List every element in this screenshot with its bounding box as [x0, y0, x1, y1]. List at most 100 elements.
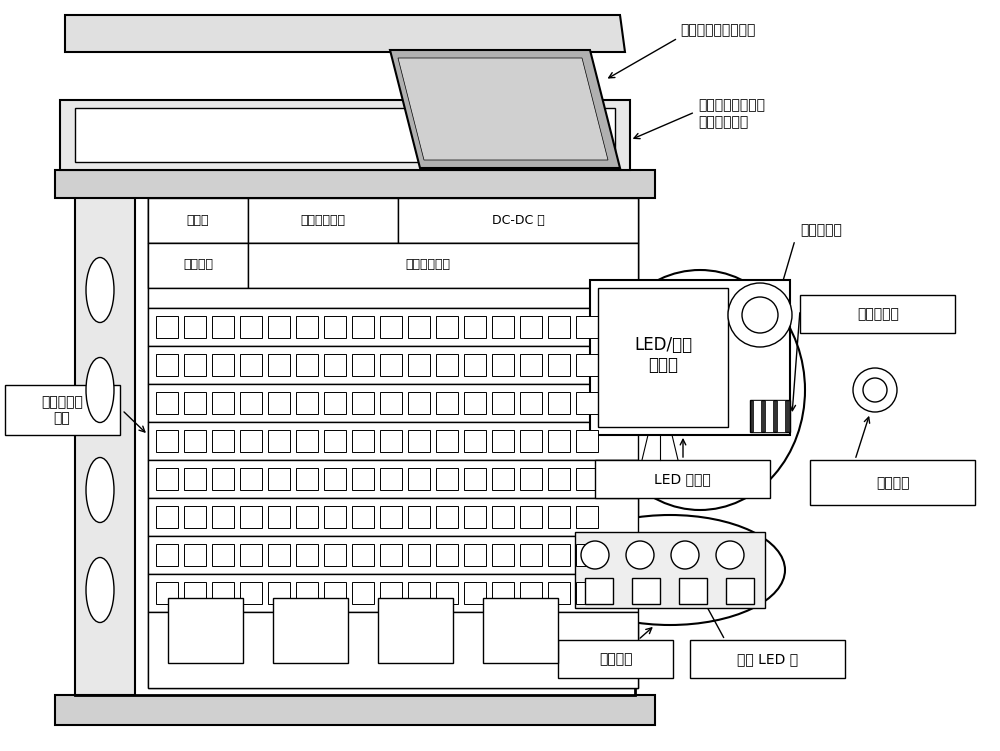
Text: 光纤端口: 光纤端口 [599, 652, 633, 666]
Bar [726, 578, 754, 604]
Bar [268, 392, 290, 414]
Bar [240, 392, 262, 414]
Bar [324, 544, 346, 566]
Bar [352, 582, 374, 604]
Bar [548, 544, 570, 566]
Bar [548, 430, 570, 452]
Bar [464, 430, 486, 452]
Bar [240, 506, 262, 528]
Bar [212, 582, 234, 604]
Bar [324, 582, 346, 604]
Bar [184, 506, 206, 528]
Bar [548, 354, 570, 376]
Polygon shape [60, 100, 630, 170]
Circle shape [742, 297, 778, 333]
Bar [148, 422, 638, 460]
Circle shape [853, 368, 897, 412]
Bar [268, 468, 290, 490]
Bar [148, 243, 638, 288]
Bar [184, 316, 206, 338]
Bar [268, 430, 290, 452]
Text: 缆交接箱顶盖: 缆交接箱顶盖 [698, 115, 748, 129]
Bar [492, 468, 514, 490]
Text: 太阳能控制器: 太阳能控制器 [300, 213, 346, 227]
Bar [240, 316, 262, 338]
Bar [380, 354, 402, 376]
Bar [750, 400, 790, 432]
Bar [268, 316, 290, 338]
Ellipse shape [86, 557, 114, 623]
Bar [212, 430, 234, 452]
Bar [324, 468, 346, 490]
Text: 蓄电池: 蓄电池 [187, 213, 209, 227]
Bar [492, 544, 514, 566]
Bar [576, 392, 598, 414]
Polygon shape [75, 108, 615, 162]
Bar [148, 198, 248, 243]
Text: 通信单元: 通信单元 [183, 258, 213, 272]
Bar [148, 574, 638, 612]
Bar [548, 392, 570, 414]
Bar [212, 392, 234, 414]
Bar [520, 544, 542, 566]
Bar [408, 582, 430, 604]
Bar [408, 506, 430, 528]
Bar [548, 468, 570, 490]
Bar [268, 544, 290, 566]
Bar [156, 354, 178, 376]
Bar [184, 544, 206, 566]
Bar [212, 506, 234, 528]
Bar [595, 460, 770, 498]
Bar [398, 198, 638, 243]
Bar [436, 582, 458, 604]
Text: 电子门锁: 电子门锁 [876, 476, 910, 490]
Bar [576, 316, 598, 338]
Bar [548, 582, 570, 604]
Ellipse shape [86, 457, 114, 523]
Bar [464, 316, 486, 338]
Bar [324, 506, 346, 528]
Text: 监控摄像头: 监控摄像头 [800, 223, 842, 237]
Bar [380, 582, 402, 604]
Bar [576, 506, 598, 528]
Bar [55, 170, 655, 198]
Bar [548, 316, 570, 338]
Bar [324, 392, 346, 414]
Bar [380, 430, 402, 452]
Bar [492, 392, 514, 414]
Bar [378, 598, 453, 663]
Bar [690, 640, 845, 678]
Bar [296, 316, 318, 338]
Ellipse shape [86, 357, 114, 423]
Bar [148, 612, 638, 688]
Bar [148, 498, 638, 536]
Bar [679, 578, 707, 604]
Bar [408, 316, 430, 338]
Bar [590, 280, 790, 435]
Bar [576, 430, 598, 452]
Bar [548, 506, 570, 528]
Bar [212, 544, 234, 566]
Bar [240, 354, 262, 376]
Bar [352, 468, 374, 490]
Bar [520, 316, 542, 338]
Text: 音频报警器: 音频报警器 [857, 307, 899, 321]
Bar [352, 354, 374, 376]
Ellipse shape [595, 270, 805, 510]
Bar [464, 506, 486, 528]
Bar [436, 544, 458, 566]
Bar [296, 544, 318, 566]
Bar [585, 578, 613, 604]
Bar [436, 506, 458, 528]
Bar [296, 430, 318, 452]
Bar [268, 582, 290, 604]
Bar [464, 544, 486, 566]
Ellipse shape [555, 515, 785, 625]
Bar [324, 354, 346, 376]
Bar [55, 695, 655, 725]
Bar [576, 468, 598, 490]
Bar [156, 468, 178, 490]
Bar [436, 316, 458, 338]
Bar [168, 598, 243, 663]
Bar [380, 392, 402, 414]
